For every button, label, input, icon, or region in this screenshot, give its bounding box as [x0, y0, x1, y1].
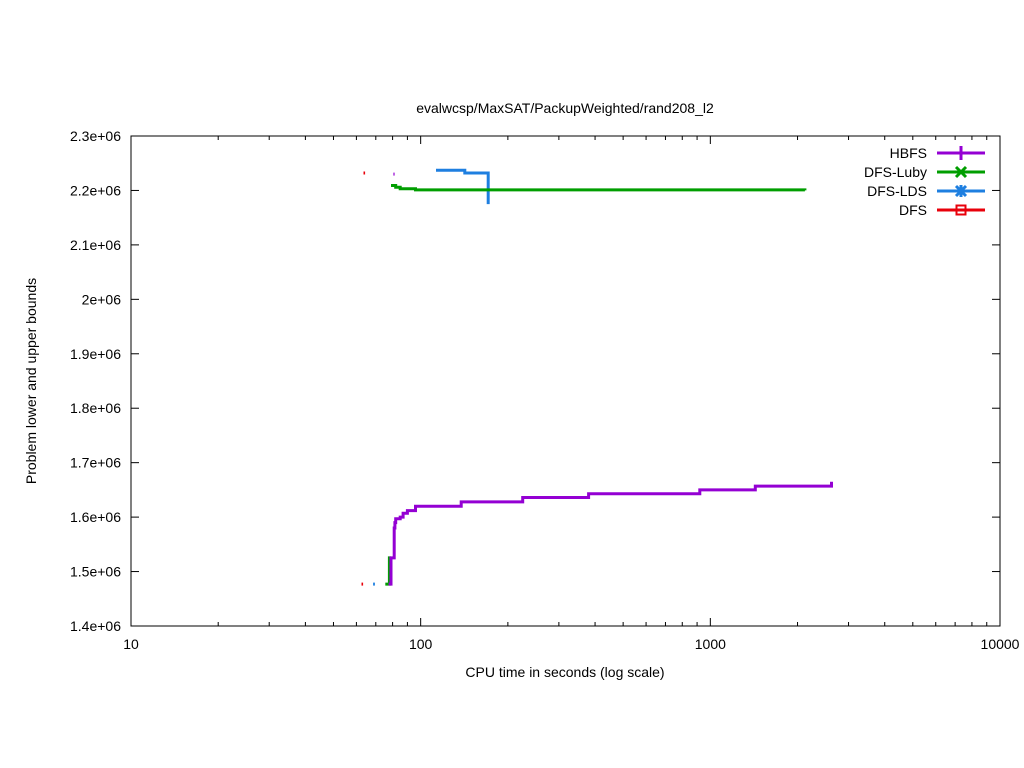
x-tick-label: 10000 [981, 636, 1020, 652]
legend: HBFS DFS-Luby DFS-LDS DFS [864, 145, 985, 218]
x-axis-label: CPU time in seconds (log scale) [465, 664, 664, 680]
series-dfs-lds-upper-bound [436, 168, 490, 205]
legend-marker-hbfs-icon [954, 146, 968, 160]
y-tick-label: 2.2e+06 [70, 182, 121, 198]
legend-marker-dfs-icon [955, 204, 967, 216]
x-tick-label: 10 [123, 636, 139, 652]
y-tick-label: 1.9e+06 [70, 346, 121, 362]
y-tick-label: 1.5e+06 [70, 564, 121, 580]
x-tick-label: 100 [409, 636, 433, 652]
legend-label-dfs-lds: DFS-LDS [867, 183, 927, 199]
y-tick-label: 1.7e+06 [70, 455, 121, 471]
square-marker [955, 204, 967, 216]
y-tick-label: 2.1e+06 [70, 237, 121, 253]
legend-label-dfs: DFS [899, 202, 927, 218]
y-tick-label: 1.4e+06 [70, 618, 121, 634]
plot-frame [130, 135, 1001, 627]
legend-label-hbfs: HBFS [890, 145, 927, 161]
series-dfs-luby-upper-bound [391, 184, 807, 192]
x-tick-label: 1000 [695, 636, 726, 652]
cross-marker-b [954, 165, 968, 179]
plot-area: 1.4e+06 1.5e+06 1.6e+06 1.7e+06 1.8e+06 1.9e+… [70, 128, 1020, 652]
y-tick-label: 2e+06 [82, 291, 122, 307]
legend-marker-dfs-luby-icon [954, 165, 968, 179]
chart-title: evalwcsp/MaxSAT/PackupWeighted/rand208_l… [416, 100, 714, 116]
y-tick-label: 1.8e+06 [70, 400, 121, 416]
series-hbfs-lower-bound [388, 481, 833, 586]
y-tick-label: 2.3e+06 [70, 128, 121, 144]
legend-marker-dfs-lds-icon [954, 184, 968, 198]
legend-label-dfs-luby: DFS-Luby [864, 164, 927, 180]
y-axis-label: Problem lower and upper bounds [23, 278, 39, 484]
y-tick-label: 1.6e+06 [70, 509, 121, 525]
